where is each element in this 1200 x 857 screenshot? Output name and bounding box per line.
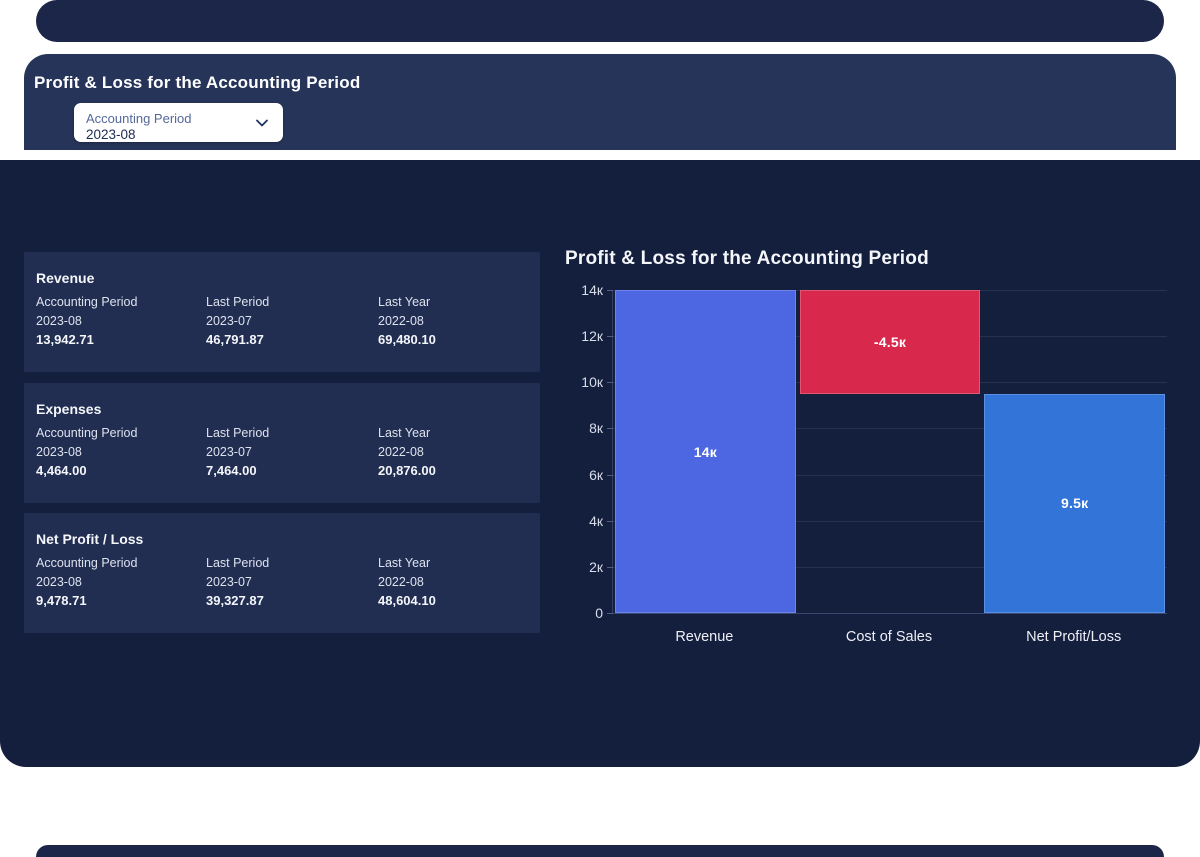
chevron-down-icon: [256, 119, 268, 127]
y-axis-label: 14к: [581, 282, 603, 298]
stat-card-title: Revenue: [36, 270, 95, 286]
chart-x-axis-labels: Revenue Cost of Sales Net Profit/Loss: [612, 629, 1166, 645]
stat-label: Accounting Period: [36, 295, 138, 309]
stat-period: 2023-08: [36, 313, 82, 328]
stat-value: 39,327.87: [206, 592, 264, 608]
y-axis-label: 10к: [581, 374, 603, 391]
chart-title: Profit & Loss for the Accounting Period: [565, 248, 929, 269]
stat-period: 2023-07: [206, 444, 252, 459]
dropdown-label: Accounting Period: [86, 111, 192, 126]
stat-column: Last Year 2022-08 20,876.00: [378, 424, 528, 480]
stat-card-revenue: Revenue Accounting Period 2023-08 13,942.71…: [24, 252, 540, 372]
y-axis-tick: [607, 290, 613, 291]
stat-card-expenses: Expenses Accounting Period 2023-08 4,464.00…: [24, 383, 540, 503]
x-axis-label: Net Profit/Loss: [1026, 629, 1122, 645]
stat-value: 69,480.10: [378, 331, 436, 347]
bar-cost-of-sales[interactable]: -4.5к: [799, 290, 981, 394]
gridline: [613, 428, 1167, 430]
stat-value: 7,464.00: [206, 462, 257, 478]
bar-value-label: -4.5к: [873, 333, 907, 350]
gridline: [613, 566, 1167, 568]
stat-card-title: Net Profit / Loss: [36, 531, 144, 547]
y-axis-tick: [607, 474, 613, 476]
stat-value: 48,604.10: [378, 592, 436, 608]
stat-label: Last Year: [378, 426, 431, 440]
stat-column: Accounting Period 2023-08 13,942.71: [36, 293, 206, 349]
y-axis-label: 8к: [589, 420, 603, 437]
stat-label: Accounting Period: [36, 426, 138, 440]
stat-label: Last Year: [378, 556, 431, 570]
stat-period: 2023-08: [36, 444, 82, 459]
bar-net-profit-loss[interactable]: 9.5к: [984, 393, 1165, 613]
stat-label: Last Period: [206, 556, 270, 570]
y-axis-tick: [607, 336, 613, 338]
stat-column: Last Period 2023-07 7,464.00: [206, 424, 378, 480]
stat-label: Last Period: [206, 295, 270, 309]
bar-revenue[interactable]: 14к: [615, 290, 796, 613]
y-axis-label: 6к: [589, 466, 603, 483]
stat-period: 2022-08: [378, 313, 424, 328]
chart-plot-area: 14к 12к 10к 8к 6к 4к 2к 0 14к -4.5к 9.5к: [581, 282, 1167, 621]
stat-label: Last Period: [206, 426, 270, 440]
y-axis-label: 12к: [581, 328, 603, 345]
gridline: [613, 474, 1167, 476]
stat-value: 9,478.71: [36, 592, 87, 608]
accounting-period-dropdown[interactable]: Accounting Period 2023-08: [74, 103, 283, 142]
stat-column: Last Period 2023-07 39,327.87: [206, 554, 378, 610]
y-axis-label: 2к: [589, 558, 603, 575]
y-axis-tick: [607, 566, 613, 568]
y-axis-label: 4к: [589, 512, 603, 529]
stat-value: 46,791.87: [206, 331, 264, 347]
x-axis-label: Cost of Sales: [845, 629, 933, 645]
y-axis-tick: [607, 520, 613, 522]
bar-value-label: 9.5к: [1061, 495, 1089, 512]
stat-column: Last Year 2022-08 48,604.10: [378, 554, 528, 610]
gridline: [613, 520, 1167, 522]
stat-period: 2023-07: [206, 313, 252, 328]
report-header: Profit & Loss for the Accounting Period …: [24, 54, 1176, 150]
stat-column: Accounting Period 2023-08 4,464.00: [36, 424, 206, 480]
stat-value: 13,942.71: [36, 331, 94, 347]
stat-card-net-profit-loss: Net Profit / Loss Accounting Period 2023-0…: [24, 513, 540, 633]
stat-value: 4,464.00: [36, 462, 87, 478]
x-axis-label: Revenue: [675, 629, 734, 645]
page-title: Profit & Loss for the Accounting Period: [34, 73, 361, 92]
dropdown-value: 2023-08: [86, 127, 136, 142]
stat-value: 20,876.00: [378, 462, 436, 478]
stat-period: 2023-07: [206, 574, 252, 589]
stat-card-title: Expenses: [36, 401, 102, 417]
y-axis-tick: [607, 382, 613, 384]
y-axis-tick: [607, 428, 613, 430]
stat-column: Accounting Period 2023-08 9,478.71: [36, 554, 206, 610]
stat-column: Last Period 2023-07 46,791.87: [206, 293, 378, 349]
stat-label: Accounting Period: [36, 556, 138, 570]
stat-column: Last Year 2022-08 69,480.10: [378, 293, 528, 349]
stat-period: 2023-08: [36, 574, 82, 589]
report-body: Revenue Accounting Period 2023-08 13,942.71…: [0, 160, 1200, 767]
stat-period: 2022-08: [378, 444, 424, 459]
next-card-edge: [36, 845, 1164, 857]
bar-value-label: 14к: [693, 443, 717, 460]
y-axis-tick: [607, 613, 613, 614]
previous-card-edge: [36, 0, 1164, 42]
y-axis-label: 0: [595, 605, 603, 621]
stat-label: Last Year: [378, 295, 431, 309]
stat-period: 2022-08: [378, 574, 424, 589]
